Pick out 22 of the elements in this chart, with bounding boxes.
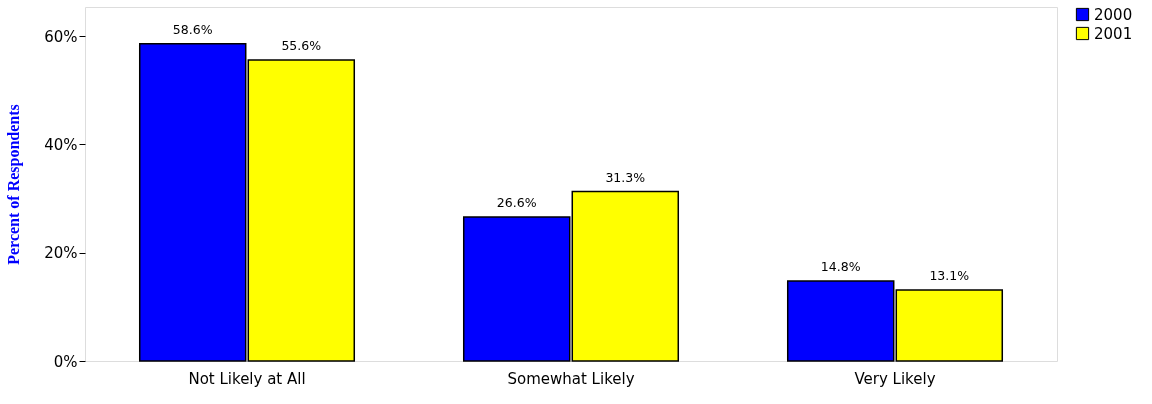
x-tick-label: Not Likely at All	[188, 369, 306, 388]
bar	[462, 216, 571, 362]
bar	[895, 289, 1004, 362]
x-tick-label: Somewhat Likely	[507, 369, 635, 388]
data-label: 26.6%	[496, 195, 537, 211]
data-label: 31.3%	[605, 169, 646, 185]
bar	[571, 190, 680, 362]
data-label: 58.6%	[172, 21, 213, 37]
legend-label: 2000	[1094, 5, 1133, 24]
x-tick-label: Very Likely	[854, 369, 936, 388]
bar	[786, 280, 895, 362]
bar	[247, 59, 356, 362]
y-axis-title: Percent of Respondents	[5, 104, 24, 265]
data-label: 14.8%	[820, 258, 861, 274]
y-tick-label: 20%	[44, 244, 78, 263]
y-tick-label: 0%	[53, 352, 78, 371]
data-label: 13.1%	[929, 268, 970, 284]
y-tick-label: 60%	[44, 27, 78, 46]
y-tick-label: 40%	[44, 135, 78, 154]
bar	[138, 43, 247, 362]
legend-label: 2001	[1094, 24, 1133, 43]
data-label: 55.6%	[281, 38, 322, 54]
